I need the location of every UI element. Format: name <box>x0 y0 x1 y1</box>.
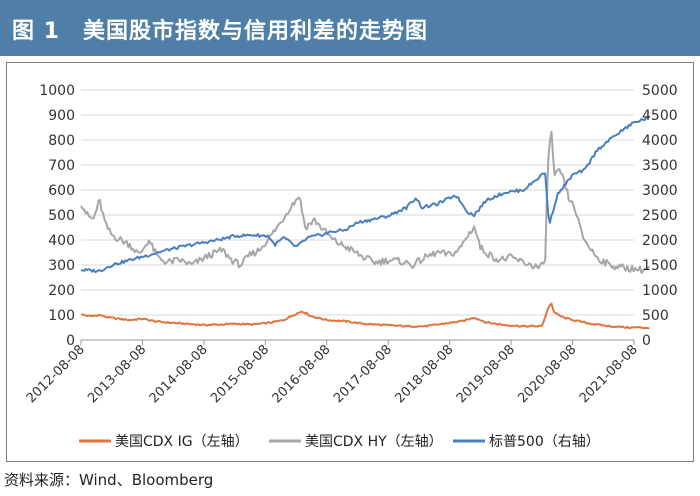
left-tick-label: 500 <box>48 208 75 224</box>
left-tick-label: 300 <box>48 258 75 274</box>
x-tick-label: 2015-08-08 <box>208 342 272 406</box>
series-line-2 <box>80 115 650 274</box>
right-tick-label: 1500 <box>642 258 678 274</box>
left-tick-label: 800 <box>48 133 75 149</box>
right-axis: 0 500 1000 1500 2000 2500 3000 3500 4000 4500 5000 <box>642 83 678 349</box>
right-tick-label: 1000 <box>642 283 678 299</box>
series-lines <box>80 115 651 330</box>
left-tick-label: 400 <box>48 233 75 249</box>
chart-frame: 0 100 200 300 400 500 600 700 800 900 1000 0 500 100… <box>6 62 694 462</box>
right-tick-label: 3000 <box>642 183 678 199</box>
right-tick-label: 0 <box>642 333 651 349</box>
left-axis: 0 100 200 300 400 500 600 700 800 900 1000 <box>39 83 75 349</box>
legend: 美国CDX IG（左轴） 美国CDX HY（左轴） 标普500（右轴） <box>79 434 600 450</box>
x-tick-label: 2017-08-08 <box>331 342 395 406</box>
x-tick-label: 2012-08-08 <box>24 342 88 406</box>
left-tick-label: 200 <box>48 283 75 299</box>
left-tick-label: 100 <box>48 308 75 324</box>
x-tick-label: 2018-08-08 <box>392 342 456 406</box>
left-tick-label: 900 <box>48 108 75 124</box>
series-line-0 <box>80 302 650 330</box>
grid-lines <box>81 89 634 341</box>
x-tick-label: 2019-08-08 <box>454 342 518 406</box>
right-tick-label: 4000 <box>642 133 678 149</box>
right-tick-label: 3500 <box>642 158 678 174</box>
x-tick-label: 2016-08-08 <box>270 342 334 406</box>
right-tick-label: 500 <box>642 308 669 324</box>
legend-label: 美国CDX IG（左轴） <box>115 434 249 450</box>
x-tick-label: 2020-08-08 <box>515 342 579 406</box>
figure-title: 图 1 美国股市指数与信用利差的走势图 <box>12 19 428 44</box>
left-tick-label: 1000 <box>39 83 75 99</box>
right-tick-label: 2500 <box>642 208 678 224</box>
left-tick-label: 600 <box>48 183 75 199</box>
legend-label: 美国CDX HY（左轴） <box>305 434 443 450</box>
x-axis: 2012-08-082013-08-082014-08-082015-08-08… <box>24 339 641 406</box>
title-bar: 图 1 美国股市指数与信用利差的走势图 <box>0 0 700 56</box>
x-tick-label: 2014-08-08 <box>147 342 211 406</box>
series-line-1 <box>80 130 651 274</box>
legend-label: 标普500（右轴） <box>489 434 600 450</box>
left-tick-label: 0 <box>66 333 75 349</box>
x-tick-label: 2021-08-08 <box>577 342 641 406</box>
source-note: 资料来源：Wind、Bloomberg <box>4 471 214 489</box>
right-tick-label: 4500 <box>642 108 678 124</box>
x-tick-label: 2013-08-08 <box>85 342 149 406</box>
left-tick-label: 700 <box>48 158 75 174</box>
line-chart: 0 100 200 300 400 500 600 700 800 900 1000 0 500 100… <box>24 83 678 450</box>
right-tick-label: 2000 <box>642 233 678 249</box>
right-tick-label: 5000 <box>642 83 678 99</box>
